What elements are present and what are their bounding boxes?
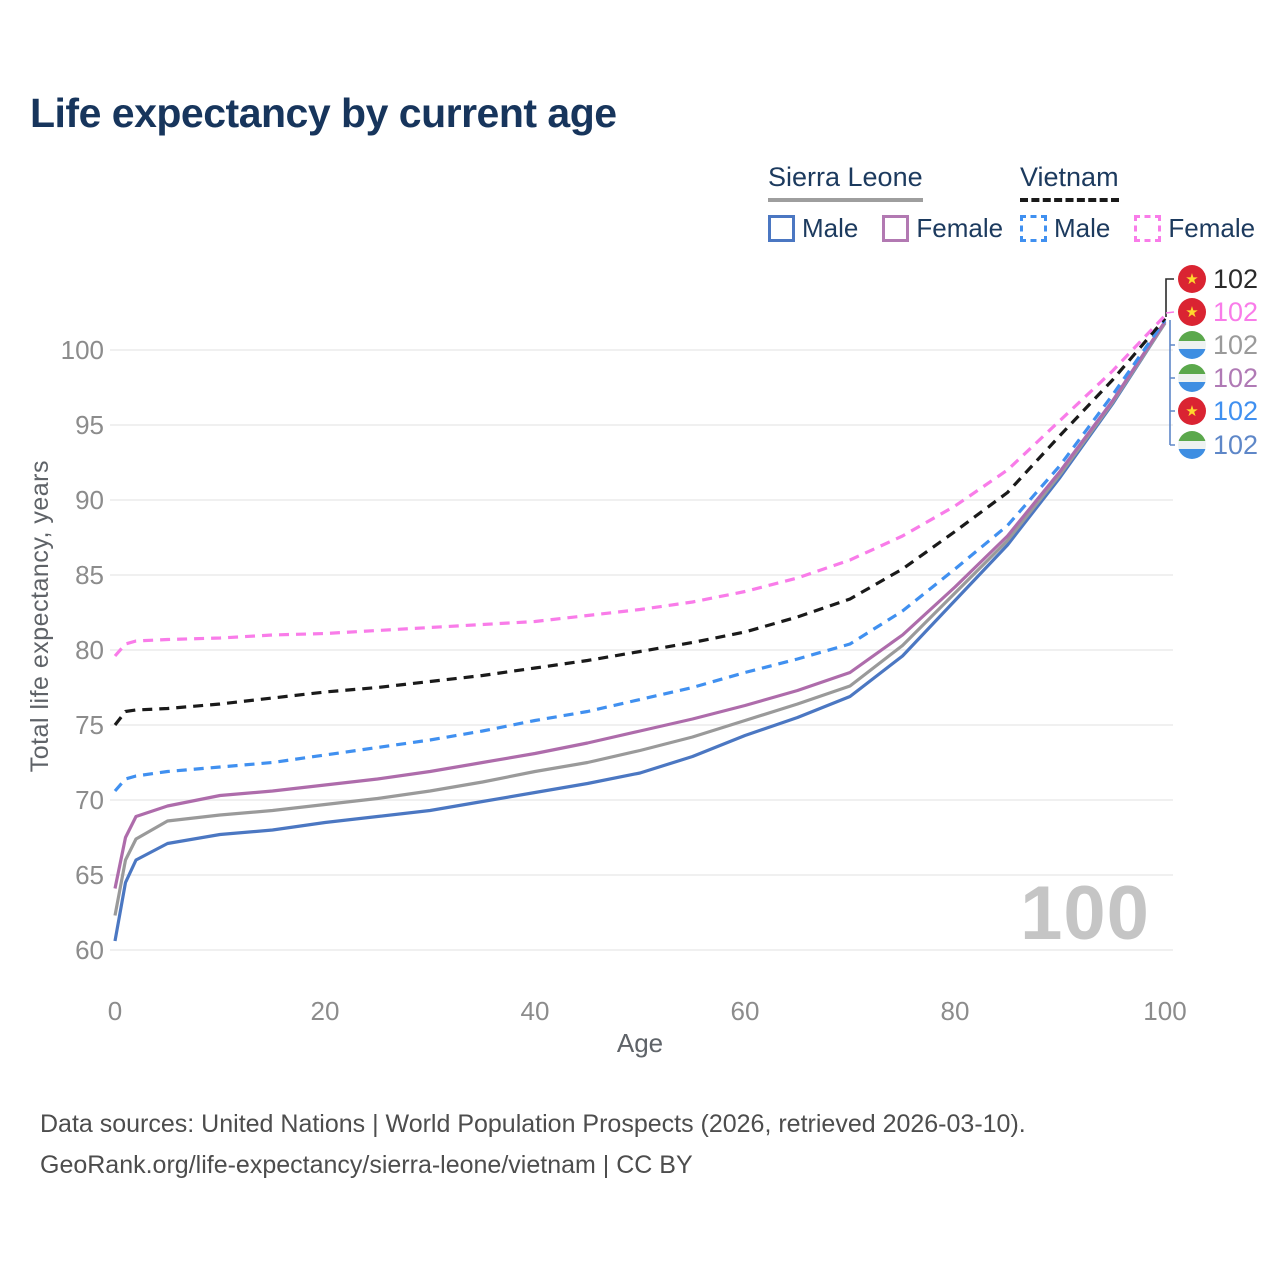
x-tick-label: 0 (108, 996, 122, 1026)
legend-swatch-sierra-leone-female[interactable] (882, 215, 910, 242)
x-tick-label: 80 (941, 996, 970, 1026)
series-line-vietnam-male (113, 319, 1167, 793)
connector-line (1165, 311, 1175, 314)
legend-item-vietnam-male[interactable]: Male (1020, 213, 1110, 244)
y-axis-title: Total life expectancy, years (26, 460, 54, 773)
footer-data-sources: Data sources: United Nations | World Pop… (40, 1110, 1026, 1138)
legend-label-sierra-leone-female: Female (916, 213, 1004, 243)
legend-item-vietnam-female[interactable]: Female (1134, 213, 1255, 244)
series-line-vietnam-female (113, 314, 1167, 658)
y-tick-label: 70 (75, 785, 104, 815)
current-age-indicator: 100 (1020, 871, 1150, 956)
y-tick-label: 100 (61, 335, 104, 365)
x-tick-label: 20 (311, 996, 340, 1026)
y-tick-label: 90 (75, 485, 104, 515)
legend-swatch-vietnam-male[interactable] (1020, 215, 1047, 242)
series-line-sierra-leone-female (113, 320, 1167, 889)
legend-group-sierra-leone: Sierra Leone Male Female (768, 162, 1003, 244)
series-line-sierra-leone-both-sexes (113, 322, 1167, 916)
connector-line (1165, 278, 1174, 317)
legend-country-vietnam[interactable]: Vietnam (1020, 162, 1119, 202)
footer: Data sources: United Nations | World Pop… (40, 1104, 1026, 1186)
footer-attribution: GeoRank.org/life-expectancy/sierra-leone… (40, 1151, 693, 1179)
x-tick-label: 100 (1143, 996, 1186, 1026)
x-axis-title: Age (616, 1028, 664, 1058)
y-tick-label: 65 (75, 860, 104, 890)
legend-group-vietnam: Vietnam Male Female (1020, 162, 1255, 244)
legend-country-sierra-leone[interactable]: Sierra Leone (768, 162, 923, 202)
legend-swatch-vietnam-female[interactable] (1134, 215, 1162, 242)
y-tick-label: 85 (75, 560, 104, 590)
x-tick-label: 60 (731, 996, 760, 1026)
y-tick-label: 60 (75, 935, 104, 965)
y-tick-label: 80 (75, 635, 104, 665)
legend-label-vietnam-female: Female (1168, 213, 1256, 243)
legend-item-sierra-leone-male[interactable]: Male (768, 213, 858, 244)
series-line-sierra-leone-male (113, 322, 1167, 942)
legend-label-vietnam-male: Male (1054, 213, 1111, 243)
series-line-vietnam-both-sexes (113, 317, 1167, 726)
page-title: Life expectancy by current age (30, 90, 617, 136)
legend-swatch-sierra-leone-male[interactable] (768, 215, 795, 242)
legend-items-vietnam: Male Female (1020, 213, 1255, 244)
y-tick-label: 75 (75, 710, 104, 740)
y-tick-label: 95 (75, 410, 104, 440)
legend-item-sierra-leone-female[interactable]: Female (882, 213, 1003, 244)
x-tick-label: 40 (521, 996, 550, 1026)
legend-items-sierra-leone: Male Female (768, 213, 1003, 244)
legend-label-sierra-leone-male: Male (802, 213, 859, 243)
connector-bracket (1169, 320, 1175, 446)
